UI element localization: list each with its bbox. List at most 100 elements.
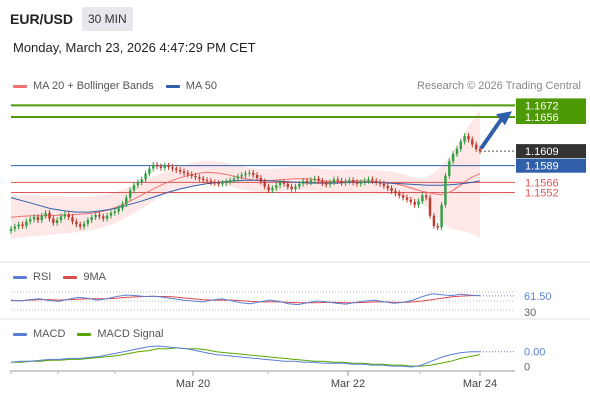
- ma50-line: [10, 179, 481, 213]
- candle-body: [340, 180, 343, 184]
- candle-body: [271, 188, 274, 191]
- timeframe-badge[interactable]: 30 MIN: [82, 7, 133, 31]
- candle-body: [171, 167, 174, 169]
- candle-body: [44, 212, 47, 216]
- candle-body: [432, 215, 436, 226]
- candle-body: [244, 173, 247, 176]
- candle-body: [401, 195, 405, 198]
- legend-ma50: MA 50: [165, 80, 217, 92]
- candle-body: [82, 223, 86, 227]
- candle-body: [75, 221, 78, 225]
- candle-body: [371, 179, 374, 181]
- candle-body: [275, 185, 278, 189]
- candle-body: [267, 186, 270, 191]
- legend-rsi-ma-label: 9MA: [83, 271, 106, 283]
- candle-body: [286, 183, 289, 187]
- candle-body: [225, 181, 228, 184]
- x-tick-label: Mar 20: [176, 378, 210, 390]
- candle-body: [148, 168, 151, 174]
- candle-body: [167, 165, 170, 168]
- candle-body: [32, 217, 36, 220]
- candle-body: [317, 178, 320, 181]
- candle-body: [325, 183, 328, 185]
- target-1-tag-label: 1.1656: [525, 112, 559, 124]
- candle-body: [471, 139, 474, 145]
- candle-body: [463, 135, 466, 142]
- candle-body: [217, 183, 220, 185]
- candle-body: [455, 149, 459, 155]
- legend-macd-signal-label: MACD Signal: [97, 328, 164, 340]
- candle-body: [417, 201, 420, 205]
- candle-body: [444, 175, 447, 205]
- support-1-tag-label: 1.1566: [525, 177, 559, 189]
- candle-body: [136, 182, 140, 186]
- legend-rsi: RSI: [13, 271, 51, 283]
- candle-body: [248, 172, 251, 174]
- price-legend: MA 20 + Bollinger Bands MA 50: [13, 80, 229, 92]
- candle-body: [129, 190, 132, 198]
- timestamp: Monday, March 23, 2026 4:47:29 PM CET: [13, 40, 256, 55]
- x-tick-label: Mar 24: [463, 378, 497, 390]
- forecast-arrow-head: [496, 111, 512, 126]
- candle-body: [394, 191, 397, 194]
- last-price-tag-label: 1.1609: [525, 146, 559, 158]
- candle-body: [55, 220, 59, 223]
- last-price-tag-box: [516, 144, 586, 159]
- candle-body: [213, 182, 216, 184]
- candle-body: [252, 172, 255, 176]
- candle-body: [321, 180, 324, 184]
- rsi-legend: RSI 9MA: [13, 271, 118, 283]
- candle-body: [290, 186, 293, 189]
- macd-signal-swatch: [77, 332, 92, 336]
- candle-body: [421, 195, 424, 202]
- candle-body: [117, 208, 120, 212]
- candle-body: [336, 179, 339, 181]
- candle-body: [202, 178, 205, 181]
- candle-body: [17, 224, 20, 227]
- pair-label[interactable]: EUR/USD: [10, 11, 74, 27]
- candle-body: [375, 180, 378, 183]
- candle-body: [205, 180, 209, 182]
- candle-body: [94, 215, 97, 218]
- candle-body: [159, 166, 163, 168]
- candle-body: [36, 217, 40, 221]
- candle-body: [232, 178, 236, 181]
- macd-legend: MACD MACD Signal: [13, 328, 175, 340]
- candle-body: [121, 204, 124, 209]
- target-2-tag-box: [516, 98, 586, 113]
- x-tick-label: Mar 22: [331, 378, 365, 390]
- candle-body: [328, 182, 332, 185]
- ma20-line: [10, 171, 481, 218]
- candle-body: [125, 197, 128, 205]
- candle-body: [240, 175, 243, 177]
- rsi-line: [10, 293, 481, 306]
- legend-macd-label: MACD: [33, 328, 66, 340]
- candle-body: [71, 217, 74, 222]
- candle-body: [259, 178, 263, 182]
- pivot-tag-box: [516, 158, 586, 173]
- candle-body: [228, 180, 232, 182]
- candle-body: [90, 217, 93, 221]
- legend-ma20: MA 20 + Bollinger Bands: [13, 80, 154, 92]
- candle-body: [144, 173, 147, 180]
- candle-body: [348, 180, 351, 182]
- legend-rsi-ma: 9MA: [63, 271, 106, 283]
- candle-body: [13, 226, 17, 229]
- candle-body: [29, 219, 32, 222]
- macd-line: [10, 345, 480, 368]
- candle-body: [132, 185, 136, 191]
- ma20-swatch: [13, 84, 27, 88]
- candle-body: [221, 183, 224, 185]
- candle-body: [263, 181, 266, 187]
- candle-body: [298, 183, 301, 187]
- candle-body: [309, 180, 313, 183]
- candle-body: [113, 211, 116, 213]
- candle-body: [79, 224, 82, 227]
- candle-body: [405, 197, 409, 200]
- candle-body: [359, 182, 362, 184]
- candle-body: [413, 201, 416, 205]
- candle-body: [398, 193, 401, 196]
- pivot-tag-label: 1.1589: [525, 161, 559, 173]
- candle-body: [63, 214, 66, 217]
